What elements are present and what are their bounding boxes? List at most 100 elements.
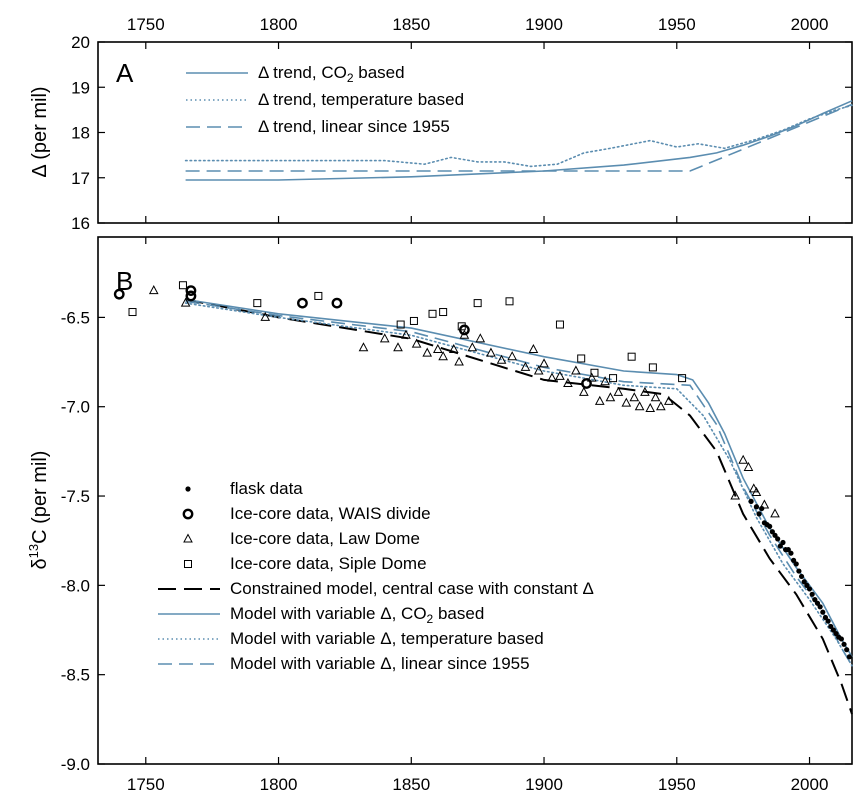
legend-marker: [184, 560, 192, 568]
data-point: [844, 647, 850, 653]
data-point: [358, 342, 369, 352]
y-tick-label: -6.5: [61, 308, 90, 327]
data-point: [648, 363, 657, 372]
data-point: [634, 401, 645, 411]
data-point: [738, 454, 748, 464]
panel-a: A Δ (per mil) 1750 1800 1850 1900 1950 2000 16…: [29, 15, 853, 233]
data-point: [820, 609, 826, 615]
y-tick-label: 17: [71, 169, 90, 188]
data-point: [473, 299, 482, 308]
data-point: [645, 402, 656, 412]
data-point: [825, 618, 831, 624]
data-point: [393, 342, 403, 352]
data-point: [581, 378, 592, 389]
legend-label-sub: 2: [427, 612, 434, 626]
data-point: [772, 532, 778, 538]
data-point: [629, 392, 640, 402]
legend-marker: [183, 533, 193, 543]
data-point: [790, 557, 797, 563]
data-point: [148, 285, 159, 295]
x-tick-label-top: 1800: [260, 15, 298, 34]
data-point: [571, 365, 581, 375]
data-point: [833, 630, 839, 637]
panel-a-letter: A: [116, 58, 134, 88]
data-point: [411, 338, 422, 348]
data-point: [640, 386, 650, 396]
panel-b-ylabel-rest: C (per mil): [29, 451, 51, 544]
x-tick-label-bottom: 1950: [658, 775, 696, 794]
data-point: [113, 288, 125, 300]
x-tick-label-top: 1850: [392, 15, 430, 34]
x-tick-label-top: 1950: [658, 15, 696, 34]
legend-marker: [182, 508, 194, 520]
data-point: [830, 627, 837, 633]
x-tick-label-top: 1900: [525, 15, 563, 34]
legend-label: flask data: [230, 479, 303, 498]
data-point: [767, 523, 773, 530]
data-point: [769, 529, 775, 535]
data-point: [650, 392, 661, 402]
data-point: [563, 377, 573, 387]
data-point: [253, 299, 262, 308]
legend-label-tail: based: [433, 604, 484, 623]
panel-b-ticks: 1750 1800 1850 1900 1950 2000 -9.0 -8.5 -8.0 -7.5…: [61, 237, 852, 794]
data-point: [379, 333, 390, 343]
data-point: [520, 361, 531, 371]
y-tick-label: 19: [71, 78, 90, 97]
data-point: [555, 370, 565, 380]
data-point: [806, 586, 813, 592]
y-tick-label: -7.0: [61, 398, 90, 417]
data-point: [600, 376, 610, 386]
legend-marker: [185, 486, 191, 492]
data-point: [838, 636, 844, 642]
data-point: [577, 354, 586, 363]
panel-b-ylabel-delta: δ: [29, 558, 51, 569]
data-point: [613, 386, 624, 396]
data-point: [528, 343, 539, 354]
data-point: [788, 550, 794, 556]
panel-b-ylabel-sup: 13: [26, 544, 41, 558]
data-point: [621, 397, 632, 407]
panel-b-ylabel: δ13C (per mil): [26, 451, 51, 570]
legend-label: Model with variable Δ, temperature based: [230, 629, 544, 648]
x-tick-label-bottom: 2000: [791, 775, 829, 794]
data-point: [753, 504, 760, 510]
legend-label: Δ trend, temperature based: [258, 90, 464, 109]
data-point: [822, 614, 829, 621]
y-tick-label: -8.0: [61, 576, 90, 595]
panel-b-letter: B: [116, 266, 133, 296]
data-point: [770, 508, 780, 518]
data-point: [812, 597, 818, 603]
panel-b-letter-text: B: [116, 266, 133, 296]
series-line: [185, 298, 853, 658]
data-point: [428, 309, 437, 318]
y-tick-label: 20: [71, 33, 90, 52]
data-point: [128, 308, 137, 317]
panel-b-frame: [97, 236, 853, 765]
data-point: [396, 320, 405, 329]
panel-b: B δ13C (per mil) 1750 1800 1850 1900 1950 200…: [26, 236, 853, 794]
data-point: [798, 573, 805, 580]
data-point: [178, 281, 187, 290]
data-point: [817, 604, 823, 610]
legend-label-tail: based: [354, 63, 405, 82]
data-point: [448, 343, 459, 354]
series-line: [185, 103, 853, 172]
legend-label: Ice-core data, WAIS divide: [230, 504, 431, 523]
data-point: [438, 351, 448, 361]
data-point: [841, 641, 847, 647]
data-point: [457, 322, 466, 331]
data-point: [828, 623, 834, 630]
y-tick-label: -8.5: [61, 666, 90, 685]
data-point: [555, 320, 564, 329]
panel-a-ticks: 1750 1800 1850 1900 1950 2000 16 17 18 19 20: [71, 15, 852, 233]
legend-label: Ice-core data, Law Dome: [230, 529, 420, 548]
data-point: [422, 347, 433, 357]
x-tick-label-top: 1750: [127, 15, 165, 34]
x-tick-label-bottom: 1900: [525, 775, 563, 794]
legend-label-sub: 2: [347, 71, 354, 85]
data-point: [730, 490, 741, 500]
data-point: [507, 351, 518, 361]
legend-label: Model with variable Δ, linear since 1955: [230, 654, 530, 673]
